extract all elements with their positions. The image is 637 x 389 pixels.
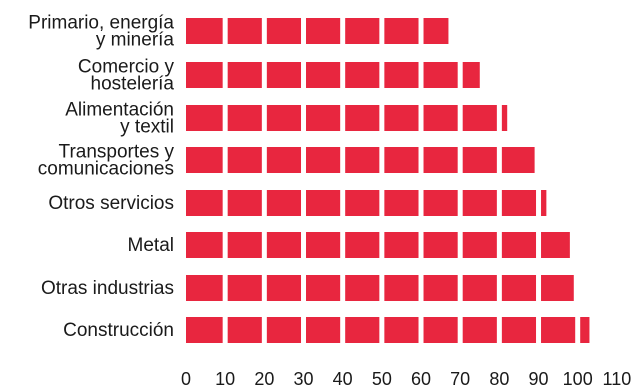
bar-segment-separator <box>222 146 228 174</box>
bar-segment-separator <box>536 231 542 259</box>
bar-segment-separator <box>496 146 502 174</box>
bar-segment-separator <box>222 189 228 217</box>
bar-segment-separator <box>418 17 424 45</box>
bar-segment-separator <box>301 189 307 217</box>
bars-group <box>186 18 590 343</box>
bar-segment-separator <box>340 61 346 89</box>
bar-segment-separator <box>261 146 267 174</box>
bar-segment-separator <box>340 231 346 259</box>
bar-segment-separator <box>222 274 228 302</box>
bar-segment-separator <box>301 316 307 344</box>
bar-segment-separator <box>418 316 424 344</box>
bar-segment-separator <box>261 274 267 302</box>
bar-segment-separator <box>261 316 267 344</box>
x-tick-label: 20 <box>254 369 274 389</box>
bar-segment-separator <box>418 104 424 132</box>
bar-segment-separator <box>457 231 463 259</box>
bar-segment-separator <box>457 274 463 302</box>
category-label: Comercio y hostelería <box>78 57 175 95</box>
bar-segment-separator <box>418 189 424 217</box>
bar-segment-separator <box>496 189 502 217</box>
bar-segment-separator <box>457 104 463 132</box>
bar-segment-separator <box>222 104 228 132</box>
bar-segment-separator <box>496 231 502 259</box>
bar-segment-separator <box>418 274 424 302</box>
bar-segment-separator <box>379 189 385 217</box>
bar-segment-separator <box>261 231 267 259</box>
bar-segment-separator <box>379 17 385 45</box>
bar-segment-separator <box>261 17 267 45</box>
x-tick-label: 50 <box>372 369 392 389</box>
bar-segment-separator <box>457 146 463 174</box>
bar-segment-separator <box>457 189 463 217</box>
bar-segment-separator <box>222 17 228 45</box>
bar-segment-separator <box>222 231 228 259</box>
bar-segment-separator <box>457 316 463 344</box>
bar-segment-separator <box>379 61 385 89</box>
category-labels: Primario, energía y minería Comercio y host… <box>28 13 174 342</box>
bar-segment-separator <box>340 104 346 132</box>
x-tick-label: 110 <box>603 369 632 389</box>
bar-segment-separator <box>301 61 307 89</box>
category-label: Primario, energía y minería <box>28 13 174 51</box>
bar-segment-separator <box>379 316 385 344</box>
bar-segment-separator <box>301 17 307 45</box>
bar-segment-separator <box>340 146 346 174</box>
bar-segment-separator <box>301 274 307 302</box>
x-tick-label: 10 <box>215 369 235 389</box>
bar-segment-separator <box>222 61 228 89</box>
bar-segment-separator <box>340 189 346 217</box>
x-tick-label: 100 <box>563 369 593 389</box>
category-label: Alimentación y textil <box>65 100 174 138</box>
bar-segment-separator <box>340 274 346 302</box>
bar-segment-separator <box>340 316 346 344</box>
bar-segment-separator <box>536 316 542 344</box>
bar-segment-separator <box>379 146 385 174</box>
x-tick-label: 0 <box>181 369 191 389</box>
bar-segment-separator <box>457 61 463 89</box>
bar-segment-separator <box>222 316 228 344</box>
bar <box>186 317 590 343</box>
bar-segment-separator <box>418 231 424 259</box>
x-tick-label: 30 <box>293 369 313 389</box>
bar-segment-separator <box>496 274 502 302</box>
bar <box>186 190 547 216</box>
x-tick-label: 70 <box>450 369 470 389</box>
bar-segment-separator <box>536 274 542 302</box>
bar-segment-separator <box>261 189 267 217</box>
bar-segment-separator <box>379 104 385 132</box>
bar-segment-separator <box>418 146 424 174</box>
x-axis-tick-labels: 0 10 20 30 40 50 60 70 80 90 100 110 <box>181 369 631 389</box>
bar-segment-separator <box>261 61 267 89</box>
x-tick-label: 90 <box>529 369 549 389</box>
segment-separators <box>222 17 581 344</box>
bar-segment-separator <box>379 231 385 259</box>
bar <box>186 62 480 88</box>
bar-segment-separator <box>575 316 581 344</box>
category-label: Transportes y comunicaciones <box>38 142 175 180</box>
bar <box>186 18 449 44</box>
bar <box>186 147 535 173</box>
bar <box>186 105 508 131</box>
bar-segment-separator <box>301 231 307 259</box>
x-tick-label: 80 <box>489 369 509 389</box>
bar-segment-separator <box>536 189 542 217</box>
bar-segment-separator <box>496 316 502 344</box>
category-label: Metal <box>128 235 174 256</box>
x-tick-label: 60 <box>411 369 431 389</box>
bar-segment-separator <box>418 61 424 89</box>
bar-segment-separator <box>261 104 267 132</box>
category-label: Otros servicios <box>48 193 174 214</box>
category-label: Otras industrias <box>41 278 174 299</box>
bar-segment-separator <box>301 104 307 132</box>
bar-segment-separator <box>379 274 385 302</box>
bar-segment-separator <box>301 146 307 174</box>
category-label: Construcción <box>63 320 174 341</box>
bar-segment-separator <box>340 17 346 45</box>
bar <box>186 232 570 258</box>
bar-segment-separator <box>496 104 502 132</box>
x-tick-label: 40 <box>333 369 353 389</box>
